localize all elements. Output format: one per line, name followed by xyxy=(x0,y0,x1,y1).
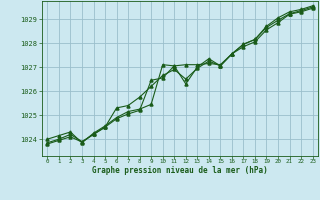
X-axis label: Graphe pression niveau de la mer (hPa): Graphe pression niveau de la mer (hPa) xyxy=(92,166,268,175)
